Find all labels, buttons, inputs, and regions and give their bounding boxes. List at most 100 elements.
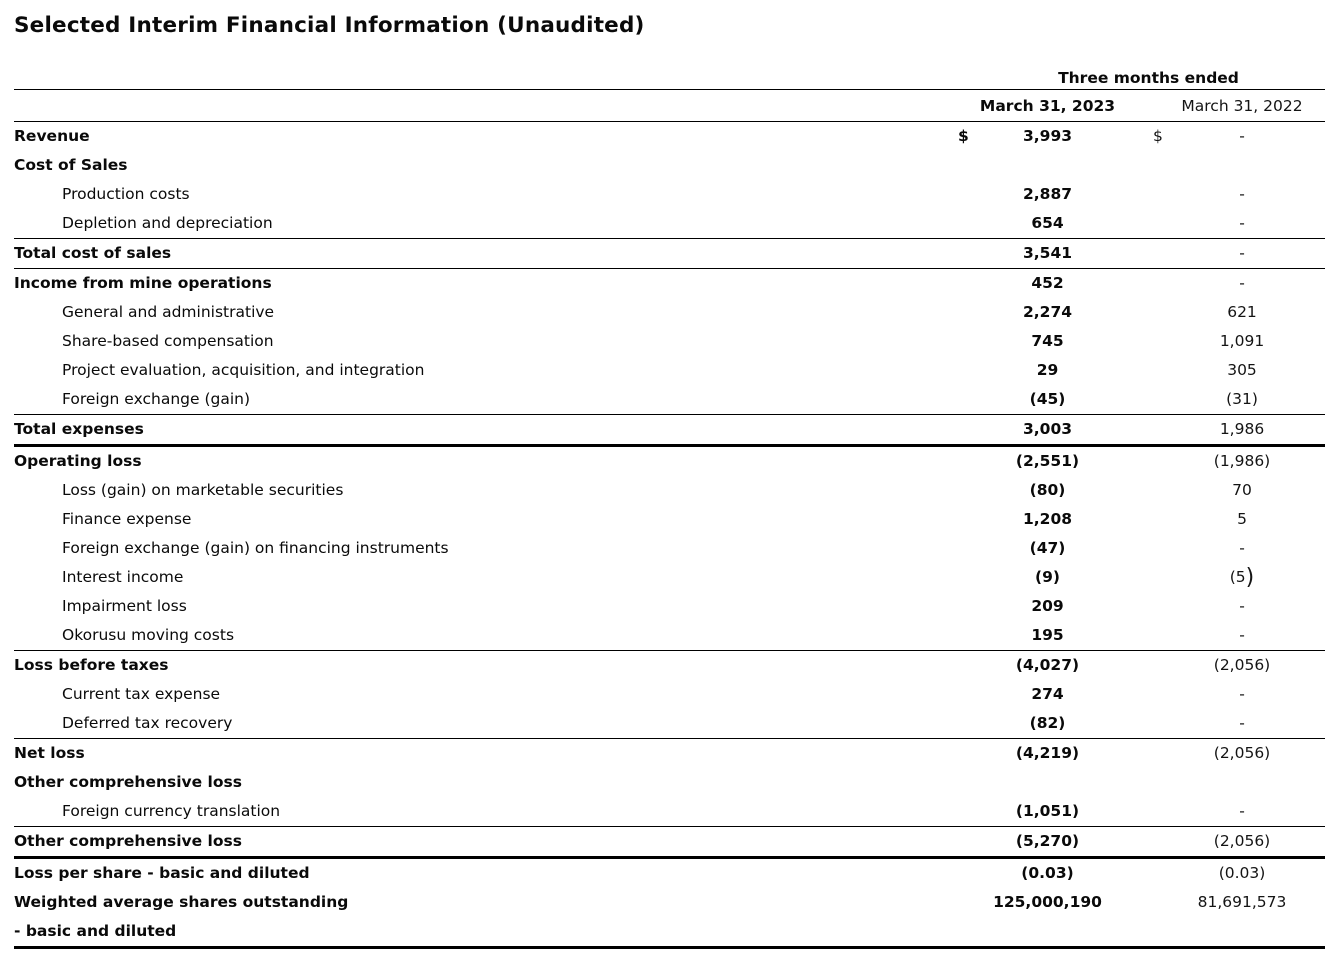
value-cell-2023: 452 <box>950 273 1145 293</box>
value-cell-2022: $ - <box>1145 126 1325 146</box>
table-row: Share-based compensation 745 1,091 <box>14 327 1325 356</box>
value-2023: (82) <box>1029 713 1066 732</box>
value-2022: - <box>1239 273 1245 292</box>
value-cell-2022: 305 <box>1145 360 1325 380</box>
table-row: Income from mine operations 452 - <box>14 269 1325 298</box>
table-row: Other comprehensive loss (5,270) (2,056) <box>14 827 1325 859</box>
value-2023: (4,027) <box>1015 655 1080 674</box>
table-row: Production costs 2,887 - <box>14 180 1325 209</box>
value-2023: 274 <box>1031 684 1064 703</box>
table-row: Project evaluation, acquisition, and int… <box>14 356 1325 385</box>
value-2022: - <box>1239 713 1245 732</box>
row-label: Impairment loss <box>62 596 187 615</box>
value-2023: 745 <box>1031 331 1064 350</box>
row-label: - basic and diluted <box>14 921 177 940</box>
table-row: Finance expense 1,208 5 <box>14 505 1325 534</box>
row-label: Other comprehensive loss <box>14 772 242 791</box>
financial-table: Three months ended March 31, 2023 March … <box>14 63 1325 949</box>
value-2022: 621 <box>1227 302 1257 321</box>
value-2022: 305 <box>1227 360 1257 379</box>
value-cell-2022: (2,056) <box>1145 655 1325 675</box>
table-row: Impairment loss 209 - <box>14 592 1325 621</box>
table-row: Foreign exchange (gain) (45) (31) <box>14 385 1325 415</box>
table-row: Deferred tax recovery (82) - <box>14 709 1325 739</box>
row-label: Total cost of sales <box>14 243 172 262</box>
value-cell-2023: $ 3,993 <box>950 126 1145 146</box>
row-label: Income from mine operations <box>14 273 272 292</box>
value-2023: (2,551) <box>1015 451 1080 470</box>
row-label: Weighted average shares outstanding <box>14 892 349 911</box>
value-2022: - <box>1239 684 1245 703</box>
value-2023: 125,000,190 <box>993 892 1102 911</box>
period-header: Three months ended <box>1058 69 1239 87</box>
value-2022: 1,986 <box>1219 419 1265 438</box>
value-cell-2023: (2,551) <box>950 451 1145 471</box>
value-cell-2023: (45) <box>950 390 1145 409</box>
value-2022: - <box>1239 625 1245 644</box>
row-label: Revenue <box>14 126 90 145</box>
value-cell-2022: (0.03) <box>1145 863 1325 883</box>
column-header-2022: March 31, 2022 <box>1181 96 1303 115</box>
value-cell-2023: (80) <box>950 481 1145 500</box>
value-cell-2022: - <box>1145 185 1325 204</box>
table-row: Loss (gain) on marketable securities (80… <box>14 476 1325 505</box>
value-2022: - <box>1239 596 1245 615</box>
dollar-sign-2023: $ <box>958 126 969 145</box>
row-label: Total expenses <box>14 419 144 438</box>
value-2023: 452 <box>1031 273 1064 292</box>
row-label: Operating loss <box>14 451 142 470</box>
row-label: Foreign currency translation <box>62 801 281 820</box>
value-2023: (4,219) <box>1015 743 1080 762</box>
value-cell-2022: - <box>1145 713 1325 733</box>
value-2022: (2,056) <box>1213 655 1271 674</box>
value-2022: - <box>1239 538 1245 557</box>
value-2022: - <box>1239 126 1245 145</box>
value-cell-2022: - <box>1145 538 1325 558</box>
value-cell-2023: (1,051) <box>950 802 1145 821</box>
value-cell-2023: 1,208 <box>950 510 1145 529</box>
table-row: - basic and diluted <box>14 917 1325 949</box>
row-label: Foreign exchange (gain) on financing ins… <box>62 538 449 557</box>
value-2023: 3,993 <box>1022 126 1073 145</box>
value-2023: 2,274 <box>1022 302 1073 321</box>
value-cell-2022: - <box>1145 802 1325 821</box>
row-label: Deferred tax recovery <box>62 713 233 732</box>
value-2022: (2,056) <box>1213 831 1271 850</box>
value-2023: 3,541 <box>1022 243 1073 262</box>
table-row: Net loss (4,219) (2,056) <box>14 739 1325 768</box>
value-2022: 70 <box>1232 480 1252 499</box>
row-label: Cost of Sales <box>14 155 128 174</box>
value-cell-2022: - <box>1145 596 1325 616</box>
value-cell-2023: (47) <box>950 538 1145 558</box>
table-row: Loss per share - basic and diluted (0.03… <box>14 859 1325 888</box>
row-label: Loss (gain) on marketable securities <box>62 480 344 499</box>
table-row: Revenue $ 3,993 $ - <box>14 122 1325 151</box>
table-row: Weighted average shares outstanding 125,… <box>14 888 1325 917</box>
value-cell-2022: (2,056) <box>1145 744 1325 763</box>
table-row: Foreign exchange (gain) on financing ins… <box>14 534 1325 563</box>
value-2022: (0.03) <box>1218 863 1266 882</box>
value-cell-2023: 274 <box>950 684 1145 704</box>
value-cell-2022: 621 <box>1145 302 1325 322</box>
value-2022: (5) <box>1229 564 1255 590</box>
value-cell-2023: (0.03) <box>950 863 1145 883</box>
row-label: Share-based compensation <box>62 331 274 350</box>
value-2022: 1,091 <box>1219 331 1265 350</box>
row-label: Okorusu moving costs <box>62 625 235 644</box>
table-row: Depletion and depreciation 654 - <box>14 209 1325 239</box>
value-cell-2022: 1,091 <box>1145 331 1325 351</box>
value-cell-2023: 209 <box>950 597 1145 616</box>
value-2022: - <box>1239 213 1245 232</box>
value-2023: (0.03) <box>1021 863 1074 882</box>
value-cell-2022: - <box>1145 213 1325 233</box>
value-cell-2022: (5) <box>1145 564 1325 590</box>
row-label: Finance expense <box>62 509 192 528</box>
value-cell-2023: 2,887 <box>950 185 1145 204</box>
value-cell-2023: 125,000,190 <box>950 892 1145 912</box>
value-cell-2022: (1,986) <box>1145 452 1325 471</box>
value-cell-2022: - <box>1145 625 1325 645</box>
row-label: Depletion and depreciation <box>62 213 273 232</box>
value-cell-2022: - <box>1145 273 1325 293</box>
value-2023: (47) <box>1029 538 1066 557</box>
value-2023: 654 <box>1031 213 1064 232</box>
